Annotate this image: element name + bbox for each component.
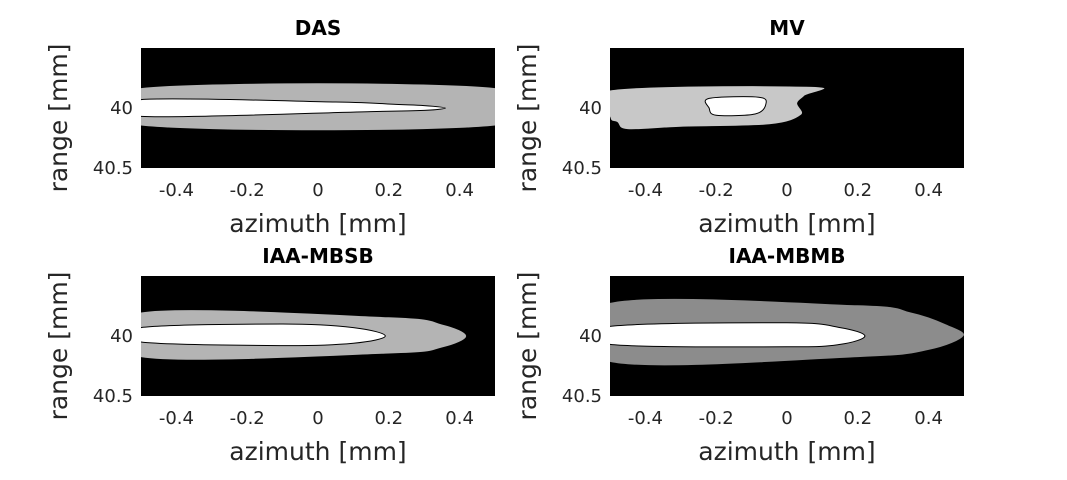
x-tick-label: -0.4	[628, 408, 663, 429]
x-tick-label: 0	[781, 180, 792, 201]
x-tick-label: 0.2	[374, 408, 403, 429]
x-tick-label: 0.4	[445, 408, 474, 429]
y-tick-label: 40.5	[562, 386, 602, 407]
y-tick-label: 40	[579, 98, 602, 119]
x-tick-label: 0	[312, 180, 323, 201]
x-axis-label-mv: azimuth [mm]	[698, 209, 875, 238]
y-tick-label: 40	[579, 326, 602, 347]
x-tick-label: 0.4	[445, 180, 474, 201]
x-tick-label: 0.2	[843, 180, 872, 201]
panel-iaa-mbmb: IAA-MBMB -0.4 -0.2 0 0.2 0.4 40 40.5 azimuth [mm…	[513, 244, 964, 466]
x-tick-label: -0.2	[699, 408, 734, 429]
x-axis-label-das: azimuth [mm]	[229, 209, 406, 238]
contour-inner-das	[141, 98, 446, 118]
chart-title-das: DAS	[295, 16, 341, 40]
panel-iaa-mbsb: IAA-MBSB -0.4 -0.2 0 0.2 0.4 40 40.5 azimuth [mm…	[44, 244, 495, 466]
y-axis-label-iaa-mbsb: range [mm]	[44, 272, 73, 421]
x-tick-label: -0.4	[159, 180, 194, 201]
y-tick-label: 40	[110, 326, 133, 347]
y-tick-label: 40.5	[562, 158, 602, 179]
x-tick-label: 0.2	[843, 408, 872, 429]
y-tick-label: 40.5	[93, 386, 133, 407]
x-tick-label: -0.2	[699, 180, 734, 201]
x-tick-label: -0.4	[628, 180, 663, 201]
x-tick-label: -0.4	[159, 408, 194, 429]
x-tick-label: 0.2	[374, 180, 403, 201]
x-tick-label: 0	[781, 408, 792, 429]
x-tick-label: 0.4	[914, 180, 943, 201]
y-axis-label-iaa-mbmb: range [mm]	[513, 272, 542, 421]
x-tick-label: -0.2	[230, 408, 265, 429]
chart-title-iaa-mbmb: IAA-MBMB	[729, 244, 846, 268]
x-axis-label-iaa-mbmb: azimuth [mm]	[698, 437, 875, 466]
panel-mv: MV -0.4 -0.2 0 0.2 0.4 40 40.5 azimuth [mm] range…	[513, 16, 964, 238]
panel-das: DAS -0.4 -0.2 0 0.2 0.4 40 40.5 azimuth [mm] rang…	[44, 16, 495, 238]
x-axis-label-iaa-mbsb: azimuth [mm]	[229, 437, 406, 466]
contour-inner-mv	[704, 96, 767, 117]
y-axis-label-mv: range [mm]	[513, 44, 542, 193]
y-tick-label: 40	[110, 98, 133, 119]
y-tick-label: 40.5	[93, 158, 133, 179]
x-tick-label: 0	[312, 408, 323, 429]
contour-inner-iaa-mbsb	[141, 323, 386, 347]
chart-title-iaa-mbsb: IAA-MBSB	[262, 244, 374, 268]
chart-title-mv: MV	[769, 16, 805, 40]
contour-inner-iaa-mbmb	[610, 322, 866, 348]
y-axis-label-das: range [mm]	[44, 44, 73, 193]
x-tick-label: -0.2	[230, 180, 265, 201]
x-tick-label: 0.4	[914, 408, 943, 429]
